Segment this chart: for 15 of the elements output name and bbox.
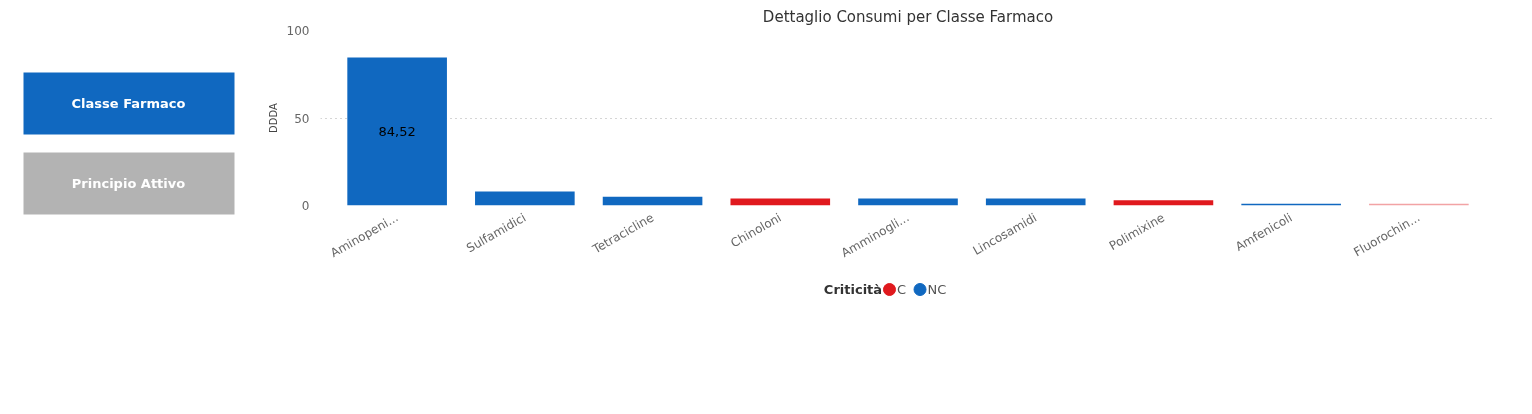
bar [1113, 200, 1214, 206]
legend-title: Criticità [823, 282, 883, 297]
y-tick-label: 0 [301, 199, 310, 213]
text: Classe Farmaco [71, 96, 186, 111]
y-tick-label: 50 [294, 111, 310, 126]
y-axis-title: DDDA [267, 102, 279, 133]
text: Principio Attivo [71, 176, 186, 191]
bar [347, 57, 447, 206]
legend-label: C [896, 282, 906, 297]
data-label: 84,52 [378, 124, 416, 140]
legend-label: NC [927, 282, 947, 297]
chart-title: Dettaglio Consumi per Classe Farmaco [762, 7, 1054, 26]
y-tick-label: 100 [286, 24, 310, 38]
bar [475, 191, 575, 206]
bar [602, 196, 703, 206]
